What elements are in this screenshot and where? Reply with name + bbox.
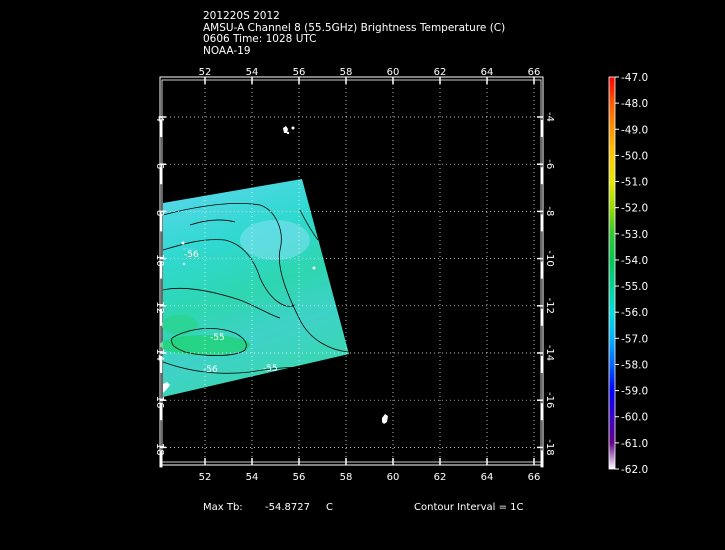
island [382, 414, 388, 424]
contour-label: -56 [184, 250, 199, 260]
lat-tick-label: -8 [544, 206, 555, 216]
lon-ticks-bottom: 52 54 56 58 60 62 64 66 [199, 472, 541, 483]
lat-tick-label: -14 [544, 345, 555, 361]
contour-line [162, 239, 296, 307]
lon-tick-label: 52 [199, 472, 212, 483]
lon-tick-label: 66 [528, 472, 541, 483]
contour-label: -56 [203, 365, 218, 375]
coastlines [163, 126, 388, 424]
colorbar-label: -47.0 [621, 72, 648, 84]
colorbar-label: -53.0 [621, 229, 648, 241]
colorbar-label: -54.0 [621, 255, 648, 267]
contour-line [189, 219, 236, 226]
colorbar-label: -50.0 [621, 150, 648, 162]
lat-tick-label: -10 [544, 250, 555, 266]
max-tb-label: Max Tb: [203, 502, 243, 513]
island [312, 266, 316, 270]
lon-tick-label: 62 [434, 472, 447, 483]
lat-tick-label: -8 [154, 206, 165, 216]
colorbar-label: -49.0 [621, 124, 648, 136]
lat-tick-label: -16 [154, 392, 165, 408]
lat-tick-label: -4 [154, 112, 165, 122]
lat-tick-label: -10 [154, 250, 165, 266]
island [163, 382, 170, 393]
colorbar: -47.0 -48.0 -49.0 -50.0 -51.0 -52.0 -53.0 -54.0… [608, 72, 648, 476]
lat-tick-label: -18 [154, 439, 165, 455]
island [182, 262, 186, 266]
contour-label-bg [183, 248, 200, 258]
lat-tick-label: -4 [544, 112, 555, 122]
island [286, 131, 290, 135]
contour-line [171, 328, 247, 356]
border-ticks [159, 77, 544, 468]
colorbar-label: -51.0 [621, 177, 648, 189]
colorbar-label: -62.0 [621, 464, 648, 476]
lat-tick-label: -16 [544, 392, 555, 408]
swath-lightpatch [240, 220, 310, 260]
island [283, 126, 288, 133]
map-header: 201220S 2012 AMSU-A Channel 8 (55.5GHz) … [203, 10, 506, 57]
lon-tick-label: 58 [340, 472, 353, 483]
colorbar-label: -58.0 [621, 359, 648, 371]
lon-tick-label: 60 [387, 472, 400, 483]
colorbar-label: -56.0 [621, 307, 648, 319]
lat-tick-label: -12 [544, 298, 555, 314]
colorbar-label: -57.0 [621, 333, 648, 345]
colorbar-label: -55.0 [621, 281, 648, 293]
lat-tick-label: -18 [544, 439, 555, 455]
lon-tick-label: 64 [481, 472, 494, 483]
colorbar-label: -61.0 [621, 438, 648, 450]
contour-line [162, 361, 311, 374]
lon-tick-label: 58 [340, 67, 353, 78]
lat-tick-label: -6 [154, 159, 165, 169]
contour-label: -55 [210, 333, 225, 343]
contour-line [162, 203, 349, 353]
lon-ticks-top: 52 54 56 58 60 62 64 66 [199, 67, 541, 78]
contour-lines [162, 203, 349, 374]
header-line-product: AMSU-A Channel 8 (55.5GHz) Brightness Te… [203, 21, 506, 34]
satellite-swath: -56 -55 -56 -55 [160, 179, 349, 397]
max-tb-value: -54.8727 [265, 502, 310, 513]
lon-tick-label: 66 [528, 67, 541, 78]
lon-tick-label: 52 [199, 67, 212, 78]
contour-line [162, 287, 281, 319]
island [291, 126, 295, 130]
lon-tick-label: 56 [293, 472, 306, 483]
lon-tick-label: 54 [246, 472, 259, 483]
colorbar-scale [608, 76, 616, 470]
lon-tick-label: 56 [293, 67, 306, 78]
contour-labels: -56 -55 -56 -55 [183, 248, 278, 375]
max-tb-unit: C [326, 502, 333, 513]
colorbar-label: -48.0 [621, 98, 648, 110]
header-line-satellite: NOAA-19 [203, 44, 251, 57]
colorbar-label: -52.0 [621, 203, 648, 215]
lon-tick-label: 62 [434, 67, 447, 78]
lon-tick-label: 64 [481, 67, 494, 78]
header-line-time: 0606 Time: 1028 UTC [203, 33, 317, 45]
lon-tick-label: 60 [387, 67, 400, 78]
lat-ticks-left: -4 -6 -8 -10 -12 -14 -16 -18 [154, 112, 165, 456]
contour-label: -55 [263, 364, 278, 374]
lat-ticks-right: -4 -6 -8 -10 -12 -14 -16 -18 [544, 112, 555, 456]
contour-interval: Contour Interval = 1C [414, 502, 524, 513]
lat-tick-label: -12 [154, 298, 165, 314]
contour-line [299, 209, 319, 241]
lat-tick-label: -14 [154, 345, 165, 361]
island [181, 241, 185, 245]
header-line-storm: 201220S 2012 [203, 10, 280, 22]
lat-tick-label: -6 [544, 159, 555, 169]
swath-greenband-2 [162, 315, 198, 335]
lon-tick-label: 54 [246, 67, 259, 78]
colorbar-label: -60.0 [621, 412, 648, 424]
colorbar-label: -59.0 [621, 386, 648, 398]
